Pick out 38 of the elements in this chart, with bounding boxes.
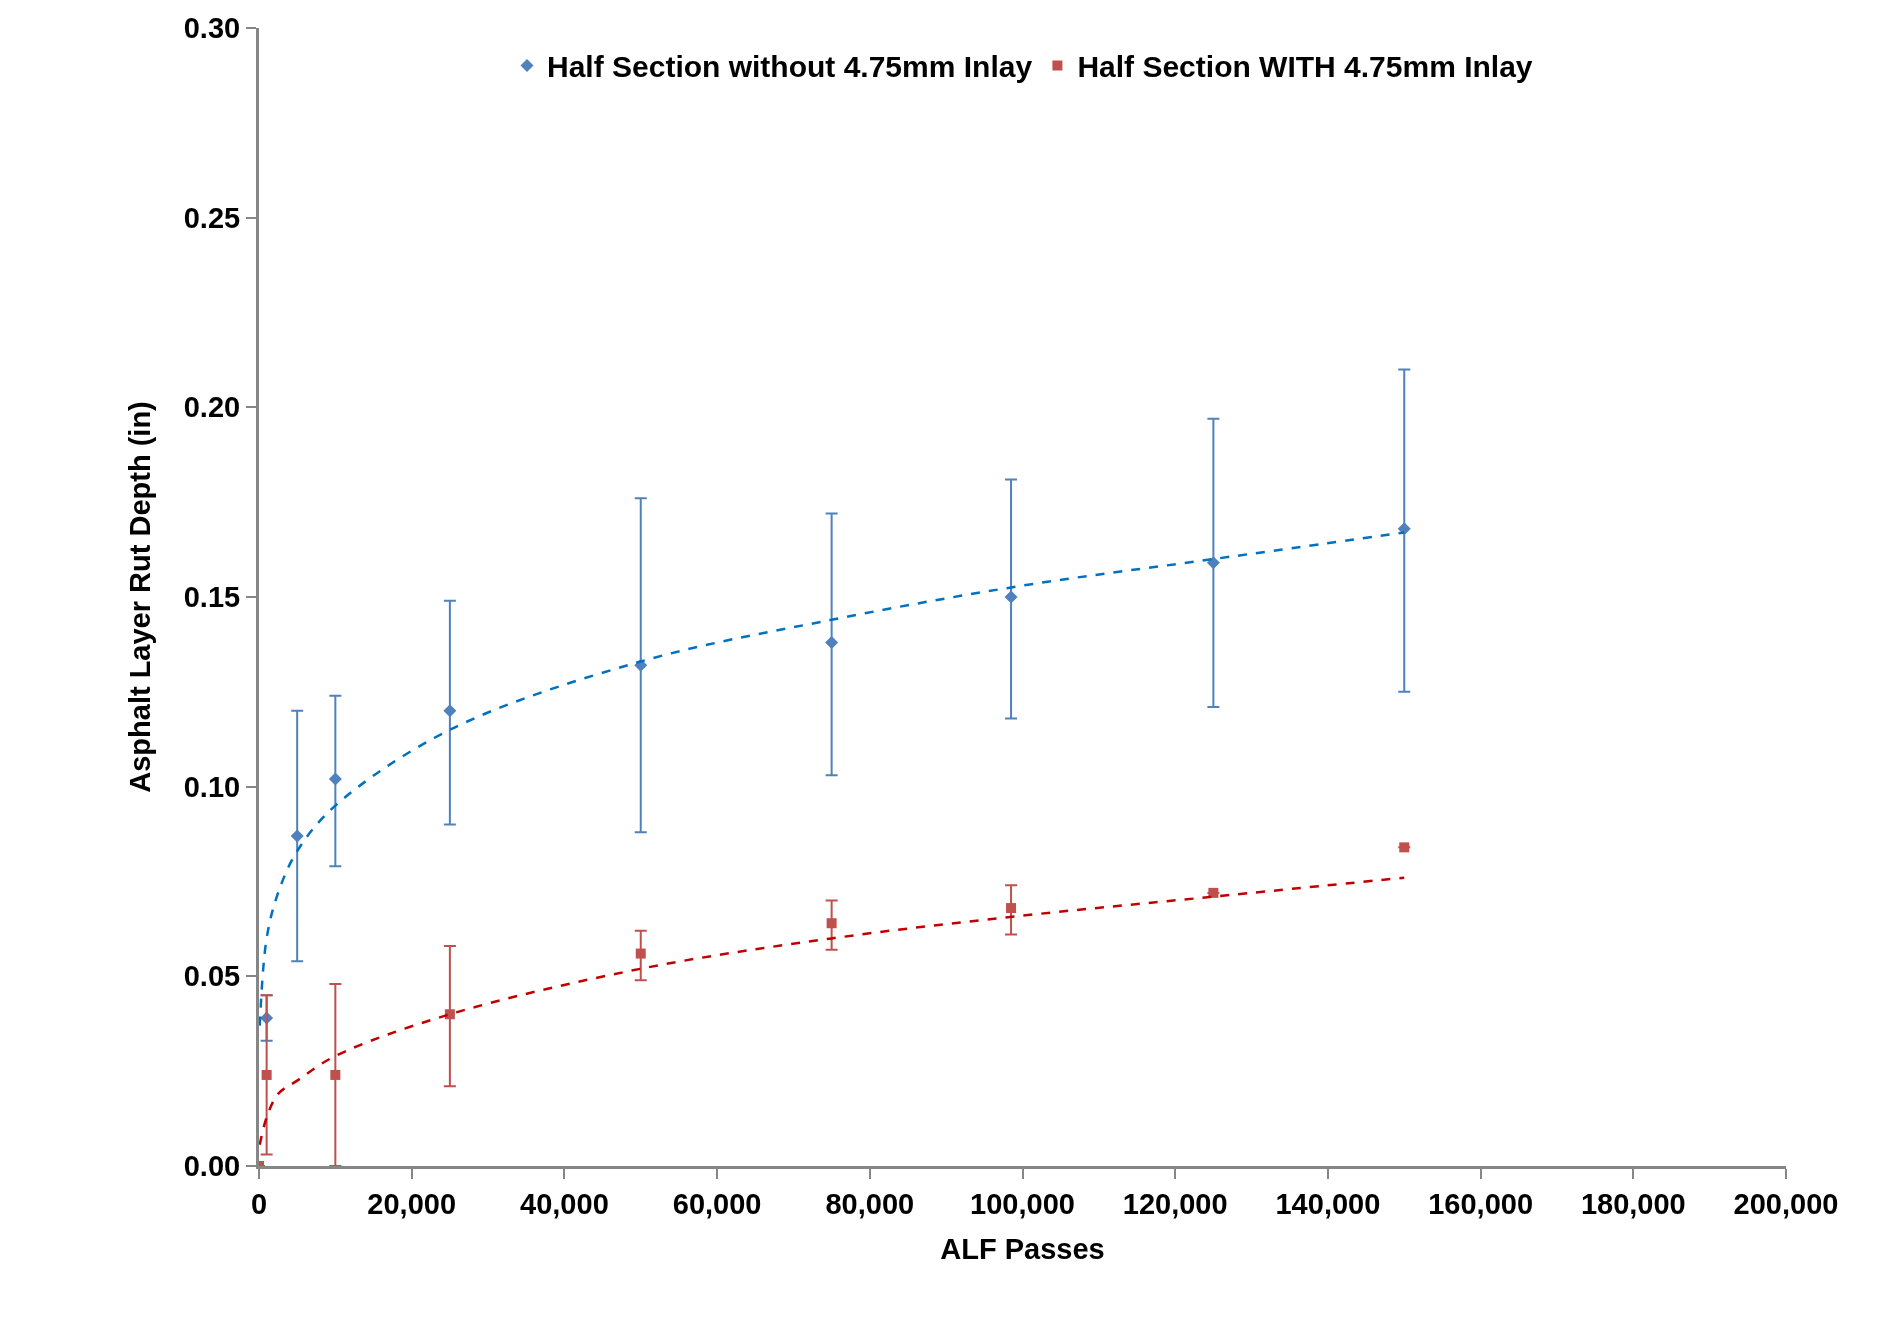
x-tick-label: 140,000 [1275,1187,1381,1220]
x-tick-label: 80,000 [825,1187,915,1220]
point [635,948,646,959]
y-tick-label: 0.25 [183,201,241,234]
point [1206,556,1220,570]
legend-label: Half Section WITH 4.75mm Inlay [1077,50,1533,84]
x-tick-label: 120,000 [1122,1187,1228,1220]
y-tick-label: 0.05 [183,960,241,993]
point [290,829,304,843]
point [261,1069,272,1080]
point [1004,590,1018,604]
x-axis-title: ALF Passes [940,1232,1105,1265]
y-tick-label: 0.10 [183,770,241,803]
x-tick-label: 160,000 [1428,1187,1534,1220]
x-tick-label: 0 [250,1187,268,1220]
point [825,636,839,650]
x-tick-label: 20,000 [367,1187,457,1220]
x-tick-label: 180,000 [1580,1187,1686,1220]
line-series [259,876,1406,1147]
point [444,1009,455,1020]
point [826,918,837,929]
point [1399,842,1410,853]
y-tick-label: 0.15 [183,581,241,614]
point [1208,887,1219,898]
point [443,704,457,718]
y-axis-title: Asphalt Layer Rut Depth (in) [124,401,157,793]
point [1006,903,1017,914]
point [330,1069,341,1080]
point [328,772,342,786]
x-tick-label: 60,000 [672,1187,762,1220]
x-tick-label: 40,000 [520,1187,609,1220]
y-tick-label: 0.00 [183,1150,241,1183]
x-tick-label: 100,000 [970,1187,1075,1220]
point [1397,522,1411,536]
x-tick-label: 200,000 [1733,1187,1839,1220]
y-tick-label: 0.30 [183,12,241,45]
y-tick-label: 0.20 [183,391,241,424]
legend-label: Half Section without 4.75mm Inlay [547,50,1033,84]
